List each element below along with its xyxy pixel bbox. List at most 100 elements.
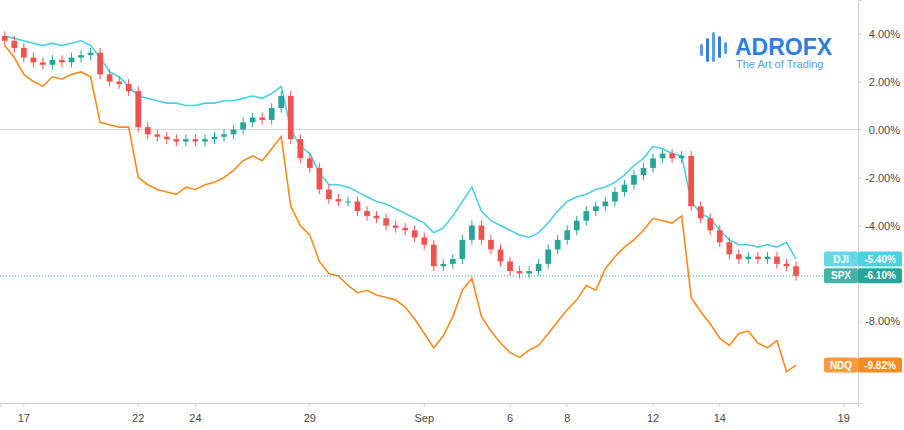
x-tick-label: 19 (838, 412, 850, 424)
x-tick-mark (309, 403, 310, 407)
x-tick-mark (719, 403, 720, 407)
candle-body (240, 122, 246, 129)
y-tick: 2.00% (858, 76, 900, 88)
candle-body (412, 230, 418, 237)
y-tick-label: -4.00% (865, 220, 900, 232)
y-axis: 4.00%2.00%0.00%-2.00%-4.00%-8.00% (858, 1, 900, 404)
candle-body (536, 264, 542, 271)
x-tick: 6 (507, 403, 513, 424)
candle-body (574, 221, 580, 231)
candle-body (765, 257, 771, 259)
y-tick-label: -8.00% (865, 315, 900, 327)
candle-body (622, 185, 628, 192)
candle-body (450, 259, 456, 264)
candle-body (250, 118, 256, 123)
candle-body (364, 211, 370, 216)
x-tick: 17 (18, 403, 30, 424)
candle-body (669, 154, 675, 159)
candle-body (650, 158, 656, 168)
candle-body (307, 158, 313, 168)
candle-body (679, 156, 685, 158)
price-line (0, 275, 824, 276)
x-tick: 8 (564, 403, 570, 424)
badge: DJI-5.40% (824, 252, 902, 267)
x-tick-label: 6 (507, 412, 513, 424)
candle-body (746, 257, 752, 259)
y-tick-mark (858, 178, 862, 179)
candle-body (698, 206, 704, 218)
candle-body (517, 271, 523, 273)
candle-body (593, 206, 599, 211)
candle-body (555, 240, 561, 250)
candle-body (612, 192, 618, 202)
chart-svg: 4.00%2.00%0.00%-2.00%-4.00%-8.00%1722242… (0, 0, 904, 430)
candle-body (288, 96, 294, 139)
y-tick: 4.00% (858, 28, 900, 40)
candle-body (507, 261, 513, 271)
candle-body (202, 139, 208, 141)
candle-body (212, 137, 218, 139)
y-tick-label: 2.00% (869, 76, 900, 88)
plot: 4.00%2.00%0.00%-2.00%-4.00%-8.00%1722242… (0, 1, 902, 425)
x-tick-label: 8 (564, 412, 570, 424)
logo-bar (700, 44, 703, 56)
candle-body (469, 225, 475, 239)
logo-title: ADROFX (735, 34, 833, 60)
logo: ADROFXThe Art of Trading (700, 32, 833, 70)
logo-subtitle: The Art of Trading (736, 58, 823, 70)
candle-body (164, 137, 170, 139)
badge-value-box (858, 268, 902, 283)
y-tick: -4.00% (858, 220, 900, 232)
candle-body (717, 230, 723, 242)
candle-body (40, 62, 46, 64)
badge-value: -6.10% (864, 270, 896, 281)
y-tick-mark (858, 82, 862, 83)
candle-body (50, 60, 56, 65)
candle-body (631, 175, 637, 185)
candle-body (126, 84, 132, 91)
badge-value-box (858, 358, 902, 373)
y-tick-label: 4.00% (869, 28, 900, 40)
candle-body (88, 53, 94, 55)
candle-body (174, 139, 180, 141)
candle-body (326, 190, 332, 200)
x-tick-mark (424, 403, 425, 407)
candle-body (526, 271, 532, 273)
x-tick: 22 (132, 403, 144, 424)
x-tick-label: Sep (414, 412, 434, 424)
candle-body (135, 91, 141, 127)
candle-body (107, 74, 113, 81)
x-tick: 19 (838, 403, 850, 424)
candle-body (498, 249, 504, 261)
candle-body (297, 139, 303, 158)
candle-body (641, 168, 647, 175)
candle-body (154, 134, 160, 136)
candle-body (440, 264, 446, 266)
x-tick-mark (138, 403, 139, 407)
y-tick-label: 0.00% (869, 124, 900, 136)
candle-body (660, 154, 666, 159)
candle-body (421, 237, 427, 244)
logo-bar (706, 38, 709, 62)
badge-name-box (824, 268, 858, 283)
x-tick: Sep (414, 403, 434, 424)
x-tick-mark (510, 403, 511, 407)
x-axis: 17222429Sep68121419 (1, 403, 859, 424)
badge-name: DJI (833, 254, 849, 265)
badge-name-box (824, 252, 858, 267)
logo-bar (718, 36, 721, 58)
candle-body (402, 228, 408, 230)
x-tick-label: 17 (18, 412, 30, 424)
badge-name: NDQ (830, 360, 852, 371)
candle-body (11, 41, 17, 48)
candle-body (431, 245, 437, 267)
x-tick-mark (843, 403, 844, 407)
line-dji (5, 36, 796, 259)
chart-container: 4.00%2.00%0.00%-2.00%-4.00%-8.00%1722242… (0, 0, 904, 430)
candle-body (355, 202, 361, 212)
badge-value-box (858, 252, 902, 267)
x-tick-label: 22 (132, 412, 144, 424)
badge: SPX-6.10% (824, 268, 902, 283)
x-tick-label: 24 (189, 412, 201, 424)
x-tick-mark (653, 403, 654, 407)
